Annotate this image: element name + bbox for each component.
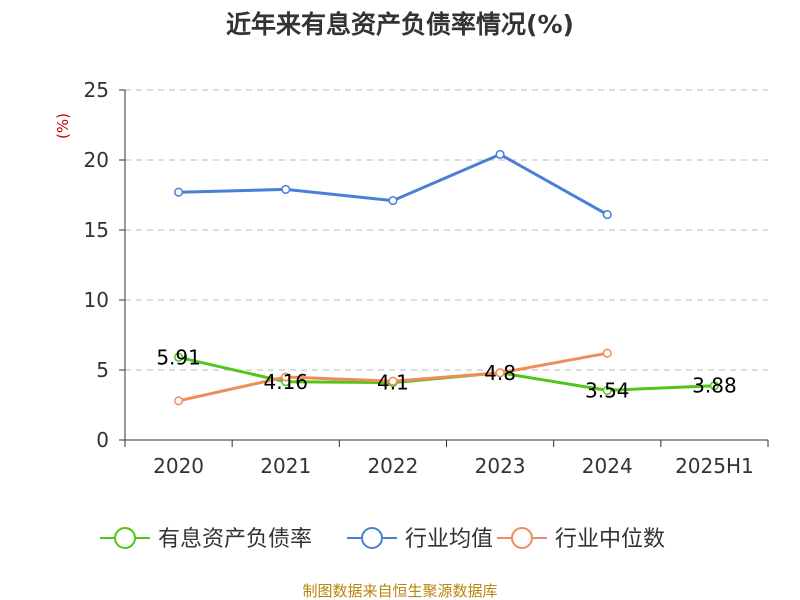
- x-tick-label-2023: 2023: [475, 454, 526, 478]
- series-line-0: [178, 355, 715, 392]
- x-tick-label-2020: 2020: [153, 454, 204, 478]
- data-label-2025H1: 3.88: [692, 374, 737, 398]
- point-1-2021: [281, 184, 291, 194]
- data-label-2021: 4.16: [263, 370, 308, 394]
- y-tick-label-5: 5: [96, 358, 109, 382]
- series-group: [174, 149, 719, 406]
- x-tick-label-2024: 2024: [582, 454, 633, 478]
- point-1-2020: [174, 187, 184, 197]
- y-tick-label-25: 25: [84, 78, 109, 102]
- legend-swatch-marker-2: [511, 527, 533, 549]
- point-1-2022: [388, 196, 398, 206]
- point-0-2020: [174, 352, 184, 362]
- y-tick-label-15: 15: [84, 218, 109, 242]
- legend-label-0: 有息资产负债率: [158, 527, 312, 552]
- point-0-2024: [602, 385, 612, 395]
- x-tick-label-2025H1: 2025H1: [675, 454, 754, 478]
- legend-label-2: 行业中位数: [555, 527, 665, 552]
- series-line-1: [178, 152, 609, 216]
- chart-title: 近年来有息资产负债率情况(%): [226, 10, 574, 39]
- source-note: 制图数据来自恒生聚源数据库: [302, 582, 497, 600]
- y-tick-label-20: 20: [84, 148, 109, 172]
- point-1-2024: [602, 210, 612, 220]
- y-tick-label-10: 10: [84, 288, 109, 312]
- x-tick-label-2022: 2022: [367, 454, 418, 478]
- data-labels: 5.91 4.16 4.1 4.8 3.54 3.88: [156, 345, 736, 402]
- point-2-2022: [388, 376, 398, 386]
- legend-item-1[interactable]: 行业均值: [347, 527, 493, 552]
- point-0-2025H1: [709, 381, 719, 391]
- data-label-2023: 4.8: [484, 361, 516, 385]
- gridlines: [125, 89, 768, 371]
- data-label-2022: 4.1: [377, 371, 409, 395]
- point-2-2024: [602, 348, 612, 358]
- legend-item-0[interactable]: 有息资产负债率: [100, 527, 312, 552]
- legend[interactable]: 有息资产负债率 行业均值 行业中位数: [100, 527, 665, 552]
- point-1-2023: [495, 149, 505, 159]
- data-label-2020: 5.91: [156, 345, 201, 369]
- point-2-2020: [174, 396, 184, 406]
- legend-label-1: 行业均值: [405, 527, 493, 552]
- legend-swatch-marker-1: [361, 527, 383, 549]
- axes: 0 5 10 15 20 25 2020 2021 2022 2023 2024 2025H1: [84, 78, 769, 478]
- point-2-2021: [281, 372, 291, 382]
- legend-item-2[interactable]: 行业中位数: [497, 527, 665, 552]
- y-tick-label-0: 0: [96, 428, 109, 452]
- x-tick-label-2021: 2021: [260, 454, 311, 478]
- legend-swatch-marker-0: [114, 527, 136, 549]
- point-2-2023: [495, 368, 505, 378]
- data-label-2024: 3.54: [585, 378, 630, 402]
- y-axis-unit: (%): [54, 113, 72, 139]
